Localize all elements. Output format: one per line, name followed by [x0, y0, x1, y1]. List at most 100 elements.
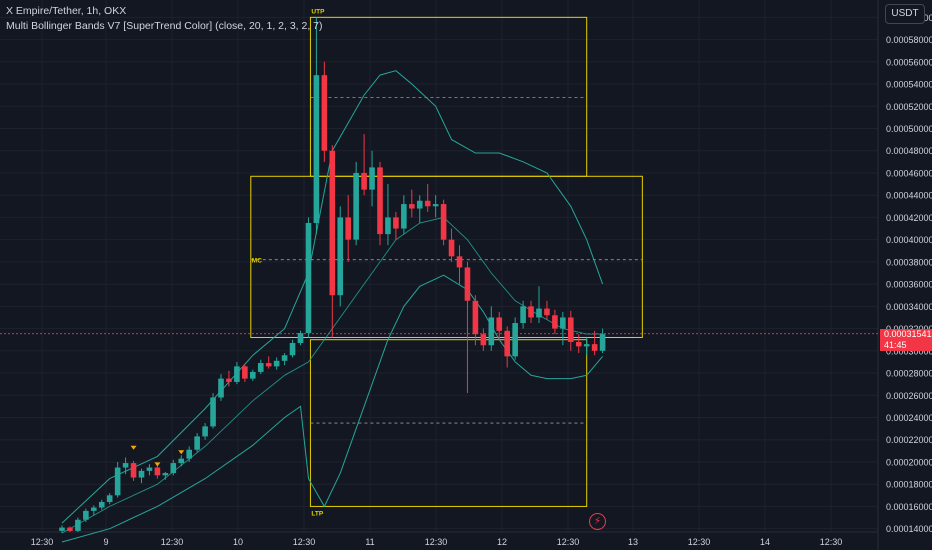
x-tick-label: 12	[497, 537, 507, 547]
y-tick-label: 0.00050000	[886, 124, 932, 134]
y-tick-label: 0.00040000	[886, 235, 932, 245]
candle-body	[226, 378, 232, 382]
y-tick-label: 0.00024000	[886, 413, 932, 423]
candle-body	[385, 217, 391, 235]
candle-body	[59, 527, 65, 531]
candle-body	[568, 317, 574, 342]
y-tick-label: 0.00058000	[886, 35, 932, 45]
candle-body	[265, 363, 272, 367]
candle-body	[552, 315, 558, 329]
signal-marker	[130, 445, 137, 450]
candle-body	[210, 397, 216, 427]
candle-body	[106, 495, 113, 502]
lightning-icon[interactable]: ⚡	[589, 513, 606, 530]
candle-body	[528, 306, 534, 318]
candle-body	[273, 360, 280, 367]
symbol-title[interactable]: X Empire/Tether, 1h, OKX	[6, 5, 127, 17]
y-tick-label: 0.00042000	[886, 213, 932, 223]
zone-label: LTP	[311, 510, 323, 517]
y-tick-label: 0.00038000	[886, 257, 932, 267]
y-tick-label: 0.00056000	[886, 57, 932, 67]
y-tick-label: 0.00020000	[886, 457, 932, 467]
y-tick-label: 0.00014000	[886, 524, 932, 534]
candle-body	[186, 449, 192, 459]
y-tick-label: 0.00018000	[886, 480, 932, 490]
candle-body	[416, 200, 423, 209]
y-tick-label: 0.00026000	[886, 391, 932, 401]
candle-body	[242, 366, 248, 379]
candle-body	[218, 378, 224, 398]
y-tick-label: 0.00054000	[886, 80, 932, 90]
candle-body	[448, 239, 455, 257]
candle-body	[496, 317, 503, 331]
candle-body	[202, 426, 208, 437]
last-price-tag: 0.00031541 41:45	[880, 329, 932, 351]
candle-body	[98, 501, 105, 508]
candle-body	[520, 306, 526, 324]
candle-body	[170, 463, 177, 474]
candle-body	[130, 463, 137, 478]
y-tick-label: 0.00052000	[886, 102, 932, 112]
candle-body	[337, 217, 344, 296]
candle-body	[480, 334, 487, 346]
candle-body	[345, 217, 351, 240]
last-price-value: 0.00031541	[884, 329, 932, 339]
zone-label: UTP	[311, 8, 325, 15]
chart-legend: X Empire/Tether, 1h, OKX Multi Bollinger…	[6, 4, 323, 34]
x-tick-label: 12:30	[31, 537, 54, 547]
candle-body	[83, 510, 89, 520]
candle-body	[321, 75, 328, 151]
x-tick-label: 12:30	[688, 537, 711, 547]
y-tick-label: 0.00046000	[886, 168, 932, 178]
x-tick-label: 12:30	[425, 537, 448, 547]
candle-body	[440, 204, 447, 240]
indicator-title[interactable]: Multi Bollinger Bands V7 [SuperTrend Col…	[6, 20, 323, 32]
candle-body	[560, 317, 566, 329]
x-tick-label: 11	[365, 537, 374, 547]
candle-body	[583, 344, 590, 347]
candle-body	[67, 527, 73, 531]
x-tick-label: 12:30	[820, 537, 843, 547]
lower-band-line	[61, 274, 603, 543]
candle-body	[599, 334, 606, 351]
candle-body	[504, 330, 510, 357]
x-tick-label: 12:30	[293, 537, 316, 547]
y-tick-label: 0.00044000	[886, 191, 932, 201]
candle-body	[456, 256, 463, 268]
candle-body	[424, 200, 431, 207]
candle-body	[488, 317, 495, 346]
candle-body	[122, 463, 129, 468]
y-tick-label: 0.00034000	[886, 302, 932, 312]
candle-body	[377, 167, 383, 235]
y-tick-label: 0.00028000	[886, 369, 932, 379]
x-tick-label: 12:30	[557, 537, 580, 547]
candle-body	[257, 363, 264, 372]
candle-body	[297, 333, 304, 344]
signal-marker	[154, 462, 161, 467]
candle-body	[329, 150, 336, 296]
candle-body	[432, 204, 439, 207]
candle-body	[361, 172, 367, 190]
y-tick-label: 0.00030000	[886, 346, 932, 356]
x-tick-label: 14	[760, 537, 770, 547]
candle-body	[146, 467, 153, 471]
y-tick-label: 0.00036000	[886, 280, 932, 290]
x-tick-label: 10	[233, 537, 243, 547]
candle-body	[512, 323, 518, 357]
currency-button[interactable]: USDT	[885, 4, 925, 24]
candle-body	[194, 436, 200, 450]
candle-body	[464, 267, 471, 301]
candle-body	[472, 300, 479, 335]
candle-body	[536, 308, 542, 318]
candle-body	[75, 519, 81, 531]
x-tick-label: 9	[103, 537, 108, 547]
signal-marker	[178, 450, 185, 455]
candle-body	[281, 355, 288, 361]
candle-body	[138, 470, 145, 478]
candle-body	[162, 473, 169, 476]
candle-body	[591, 344, 598, 351]
candle-body	[234, 366, 240, 382]
x-tick-label: 13	[628, 537, 638, 547]
zone-box-mc	[250, 175, 643, 338]
